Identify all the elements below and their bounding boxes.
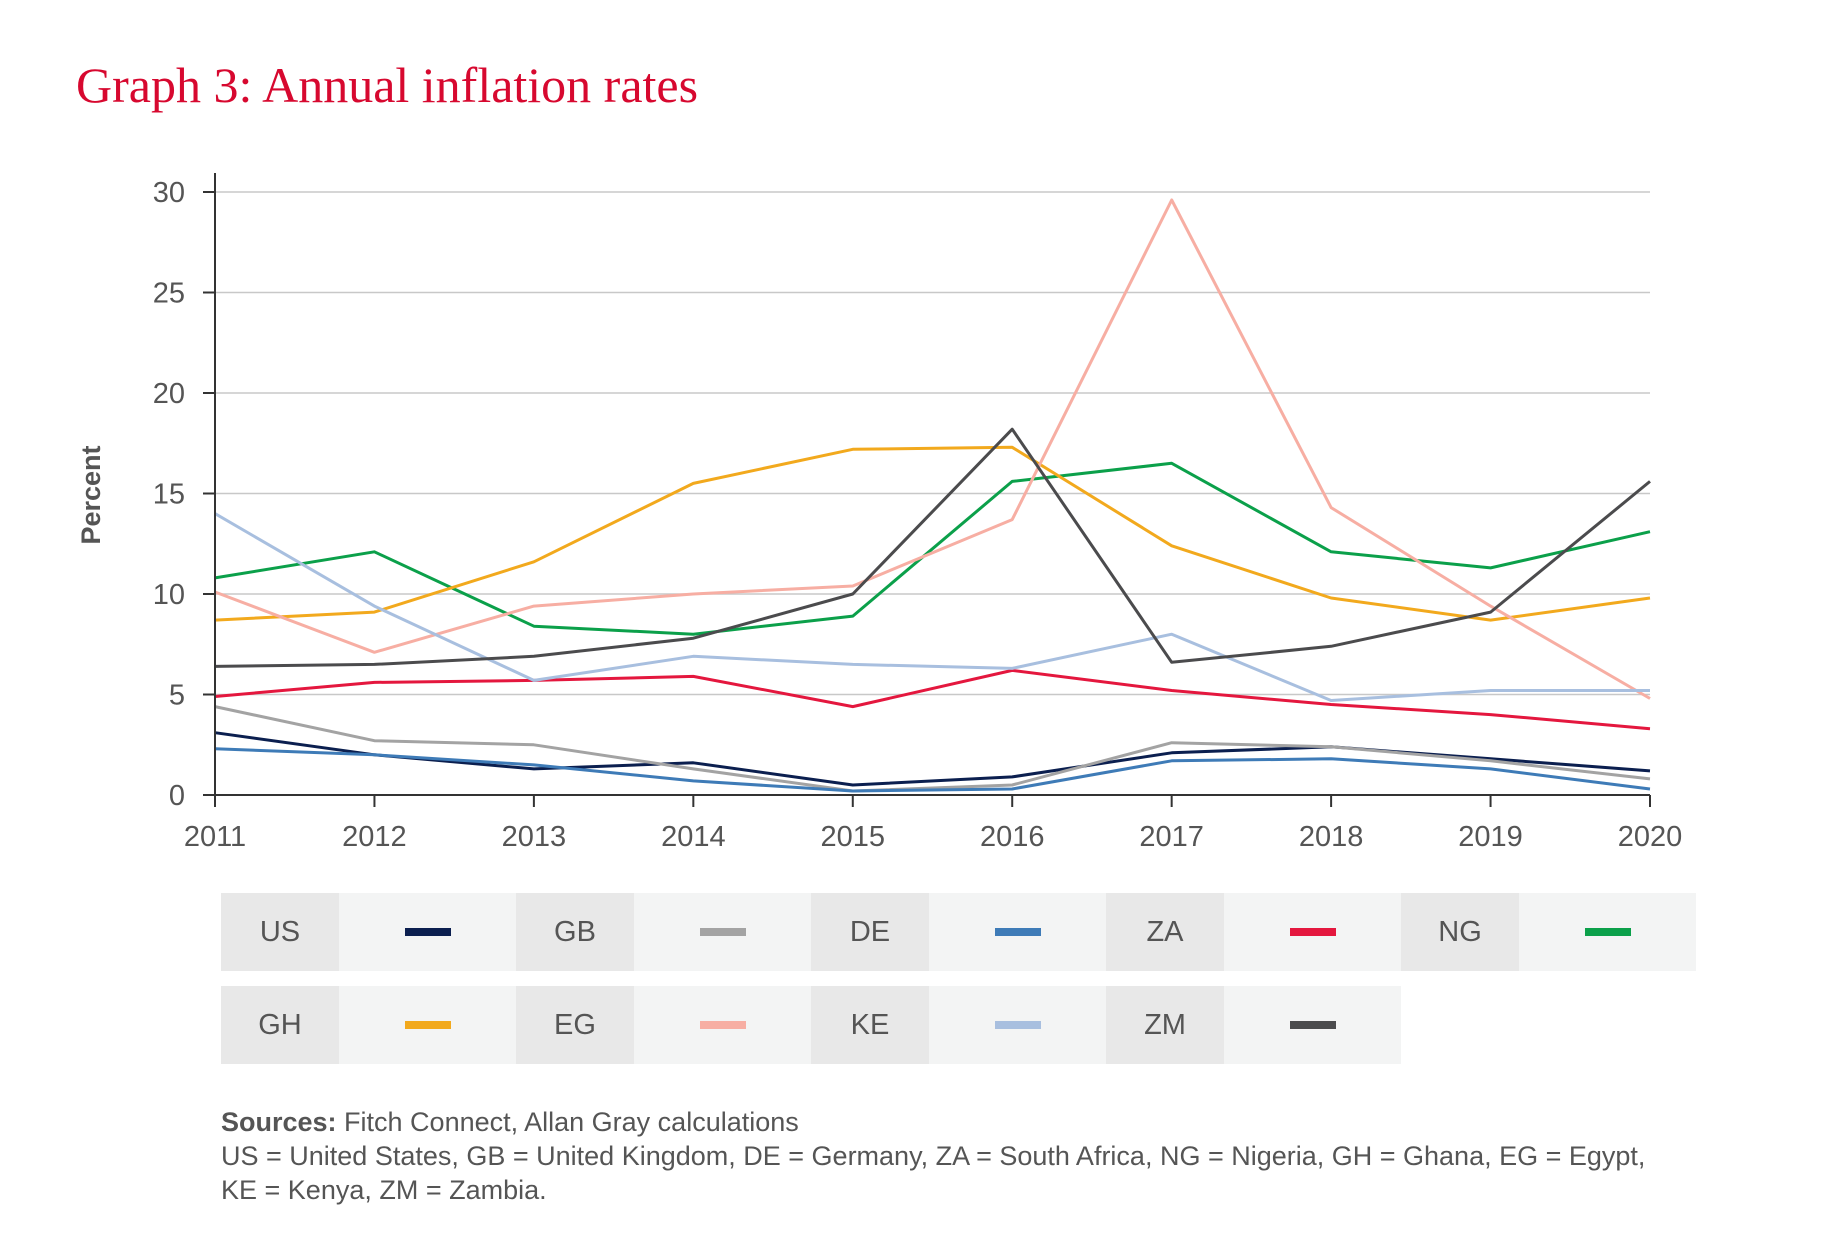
- legend-key-eg: EG: [516, 986, 634, 1064]
- x-tick-label: 2018: [1299, 821, 1364, 853]
- legend-row-1: US GB DE ZA NG: [221, 893, 1698, 971]
- legend-swatch-cell: [929, 986, 1106, 1064]
- legend-swatch-cell: [1224, 986, 1401, 1064]
- sources-note: Sources: Fitch Connect, Allan Gray calcu…: [221, 1105, 1781, 1207]
- sources-text: Fitch Connect, Allan Gray calculations: [336, 1107, 799, 1137]
- legend-row-2: GH EG KE ZM: [221, 986, 1698, 1064]
- legend-swatch-cell: [1519, 893, 1696, 971]
- x-tick-label: 2015: [821, 821, 886, 853]
- x-tick-label: 2017: [1139, 821, 1204, 853]
- legend-key-us: US: [221, 893, 339, 971]
- y-axis-label: Percent: [76, 445, 106, 544]
- series-lines: [214, 198, 1651, 793]
- legend-swatch-ng: [1584, 928, 1631, 936]
- abbreviations-line-1: US = United States, GB = United Kingdom,…: [221, 1141, 1646, 1171]
- legend-swatch-cell: [929, 893, 1106, 971]
- x-axis-ticks: 2011 2012 2013 2014 2015 2016 2017 2018 2019 2020: [184, 795, 1682, 853]
- y-tick-label: 5: [169, 680, 185, 712]
- x-tick-label: 2011: [184, 821, 246, 853]
- legend-key-de: DE: [811, 893, 929, 971]
- y-tick-label: 25: [153, 278, 185, 310]
- legend-key-gb: GB: [516, 893, 634, 971]
- series-line-gb: [214, 705, 1651, 793]
- legend-swatch-cell: [339, 986, 516, 1064]
- y-tick-label: 15: [153, 479, 185, 511]
- x-tick-label: 2020: [1618, 821, 1683, 853]
- legend-swatch-gh: [404, 1021, 451, 1029]
- legend-swatch-us: [404, 928, 451, 936]
- legend-swatch-cell: [1224, 893, 1401, 971]
- y-tick-label: 0: [169, 780, 185, 812]
- legend-swatch-cell: [634, 986, 811, 1064]
- y-tick-label: 30: [153, 177, 185, 209]
- legend-key-ke: KE: [811, 986, 929, 1064]
- series-line-ke: [214, 512, 1650, 702]
- legend: US GB DE ZA NG GH EG KE ZM: [221, 893, 1698, 1079]
- legend-key-za: ZA: [1106, 893, 1224, 971]
- series-line-eg: [214, 198, 1651, 700]
- sources-label: Sources:: [221, 1107, 337, 1137]
- legend-swatch-gb: [699, 928, 746, 936]
- x-tick-label: 2016: [980, 821, 1045, 853]
- legend-key-gh: GH: [221, 986, 339, 1064]
- legend-swatch-cell: [634, 893, 811, 971]
- series-line-ng: [214, 461, 1651, 636]
- gridlines: [215, 191, 1650, 696]
- legend-swatch-eg: [699, 1021, 746, 1029]
- legend-key-ng: NG: [1401, 893, 1519, 971]
- legend-key-zm: ZM: [1106, 986, 1224, 1064]
- x-tick-label: 2012: [342, 821, 407, 853]
- chart-title: Graph 3: Annual inflation rates: [76, 57, 699, 113]
- legend-swatch-cell: [339, 893, 516, 971]
- y-tick-label: 10: [153, 579, 185, 611]
- x-tick-label: 2014: [661, 821, 726, 853]
- series-line-za: [214, 668, 1651, 731]
- abbreviations-line-2: KE = Kenya, ZM = Zambia.: [221, 1175, 547, 1205]
- series-line-zm: [214, 427, 1651, 668]
- legend-swatch-ke: [994, 1021, 1041, 1029]
- series-line-de: [214, 747, 1651, 793]
- legend-swatch-de: [994, 928, 1041, 936]
- y-axis-ticks: 0 5 10 15 20 25 30: [153, 177, 215, 812]
- y-tick-label: 20: [153, 378, 185, 410]
- x-tick-label: 2013: [502, 821, 567, 853]
- x-tick-label: 2019: [1458, 821, 1523, 853]
- series-line-gh: [214, 445, 1651, 622]
- legend-swatch-za: [1289, 928, 1336, 936]
- legend-swatch-zm: [1289, 1021, 1336, 1029]
